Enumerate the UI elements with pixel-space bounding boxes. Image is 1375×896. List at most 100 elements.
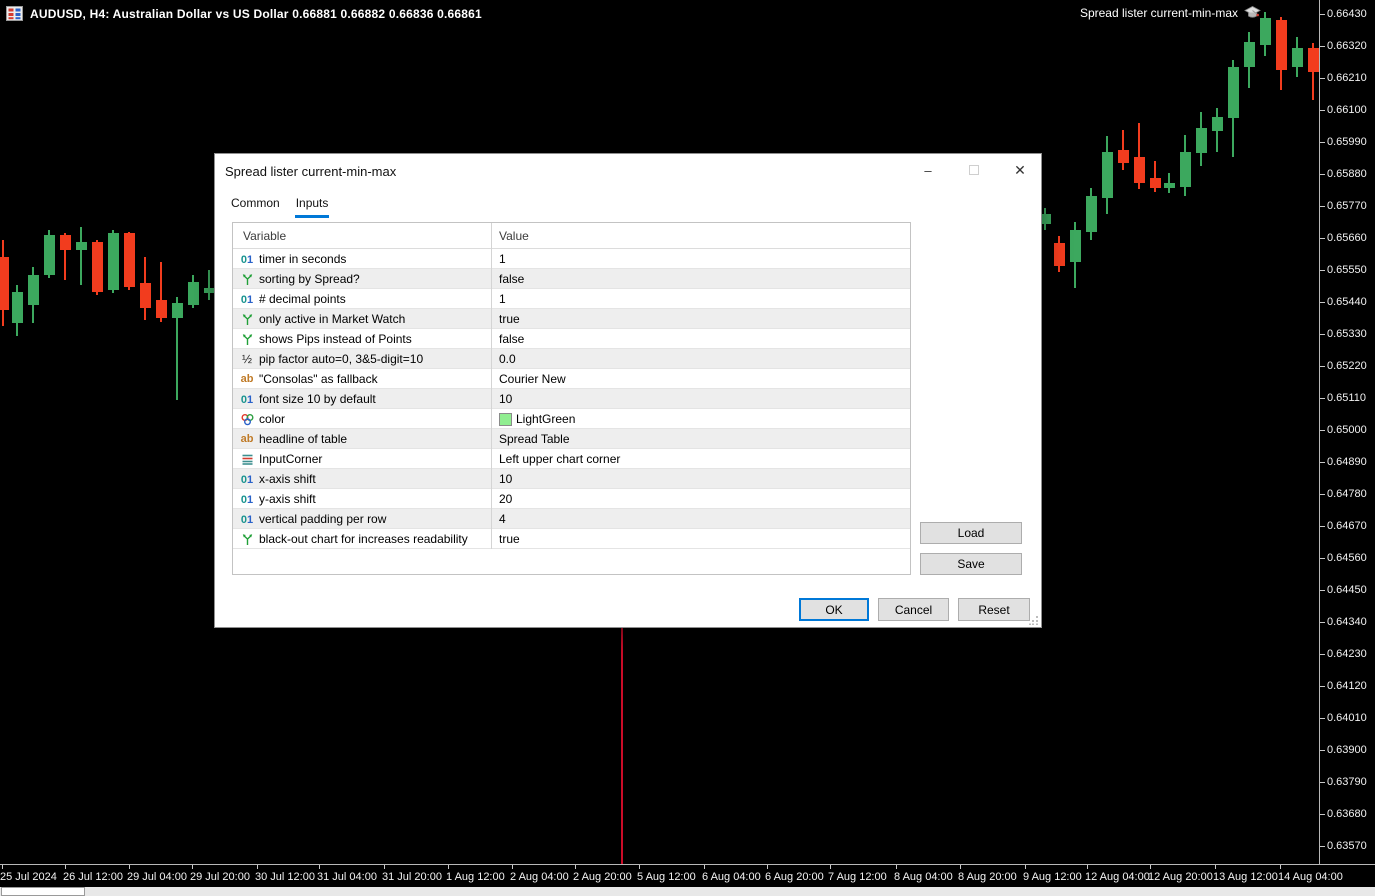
type-icon-cell: ab — [238, 431, 256, 447]
price-axis-label: 0.64230 — [1327, 648, 1367, 660]
time-axis-label: 12 Aug 04:00 — [1085, 871, 1150, 883]
time-axis-label: 6 Aug 04:00 — [702, 871, 761, 883]
time-axis-label: 29 Jul 04:00 — [127, 871, 187, 883]
table-row[interactable]: 01 x-axis shift 10 — [233, 469, 910, 489]
save-button[interactable]: Save — [920, 553, 1022, 575]
table-row[interactable]: 01 # decimal points 1 — [233, 289, 910, 309]
time-tick — [65, 865, 66, 869]
variable-value[interactable]: 10 — [499, 392, 512, 406]
variable-value[interactable]: Left upper chart corner — [499, 452, 620, 466]
variable-value[interactable]: 4 — [499, 512, 506, 526]
price-axis-label: 0.63570 — [1327, 840, 1367, 852]
close-button[interactable]: ✕ — [1005, 159, 1035, 181]
table-row[interactable]: 01 vertical padding per row 4 — [233, 509, 910, 529]
table-row[interactable]: black-out chart for increases readabilit… — [233, 529, 910, 549]
variable-value[interactable]: LightGreen — [499, 412, 575, 426]
resize-grip[interactable] — [1029, 615, 1039, 625]
price-tick — [1320, 654, 1325, 655]
table-row[interactable]: shows Pips instead of Points false — [233, 329, 910, 349]
candle-body — [1070, 230, 1081, 262]
table-row[interactable]: ½ pip factor auto=0, 3&5-digit=10 0.0 — [233, 349, 910, 369]
inputs-dialog: Spread lister current-min-max – ✕ Common… — [215, 154, 1041, 627]
candle-body — [1308, 48, 1319, 72]
variable-value[interactable]: true — [499, 312, 520, 326]
price-tick — [1320, 686, 1325, 687]
color-type-icon — [241, 413, 253, 425]
variable-value[interactable]: false — [499, 332, 524, 346]
value-text: 20 — [499, 492, 513, 506]
variable-value[interactable]: 1 — [499, 252, 506, 266]
value-text: Courier New — [499, 372, 566, 386]
dialog-titlebar[interactable]: Spread lister current-min-max – ✕ — [215, 154, 1041, 192]
value-text: 0.0 — [499, 352, 516, 366]
price-tick — [1320, 814, 1325, 815]
price-axis-label: 0.63790 — [1327, 776, 1367, 788]
variable-name: # decimal points — [259, 292, 346, 306]
table-row[interactable]: 01 timer in seconds 1 — [233, 249, 910, 269]
ok-button[interactable]: OK — [799, 598, 869, 621]
variable-value[interactable]: 1 — [499, 292, 506, 306]
price-tick — [1320, 110, 1325, 111]
chart-symbol-icon — [6, 6, 23, 21]
value-text: false — [499, 272, 525, 286]
table-row[interactable]: sorting by Spread? false — [233, 269, 910, 289]
value-text: LightGreen — [516, 412, 576, 426]
table-row[interactable]: InputCorner Left upper chart corner — [233, 449, 910, 469]
type-icon-cell: ½ — [238, 351, 256, 367]
table-row[interactable]: 01 font size 10 by default 10 — [233, 389, 910, 409]
time-tick — [1150, 865, 1151, 869]
variable-value[interactable]: Spread Table — [499, 432, 570, 446]
variable-name: vertical padding per row — [259, 512, 387, 526]
table-row[interactable]: ab "Consolas" as fallback Courier New — [233, 369, 910, 389]
cancel-button[interactable]: Cancel — [878, 598, 949, 621]
type-icon-cell — [238, 531, 256, 547]
candle-body — [1040, 214, 1051, 224]
candle-body — [1228, 67, 1239, 118]
variable-value[interactable]: true — [499, 532, 520, 546]
price-tick — [1320, 206, 1325, 207]
price-tick — [1320, 622, 1325, 623]
table-row[interactable]: ab headline of table Spread Table — [233, 429, 910, 449]
variable-value[interactable]: 20 — [499, 492, 512, 506]
time-tick — [1025, 865, 1026, 869]
integer-type-icon: 01 — [240, 394, 254, 406]
variable-value[interactable]: Courier New — [499, 372, 566, 386]
time-tick — [767, 865, 768, 869]
time-axis-label: 25 Jul 2024 — [0, 871, 57, 883]
price-tick — [1320, 398, 1325, 399]
table-row[interactable]: 01 y-axis shift 20 — [233, 489, 910, 509]
variable-name: color — [259, 412, 286, 426]
maximize-button[interactable] — [959, 159, 989, 181]
tab-inputs[interactable]: Inputs — [294, 194, 330, 218]
variable-value[interactable]: false — [499, 272, 524, 286]
variable-value[interactable]: 10 — [499, 472, 512, 486]
table-row[interactable]: only active in Market Watch true — [233, 309, 910, 329]
horizontal-scrollbar-track[interactable] — [0, 887, 1375, 896]
time-axis-label: 30 Jul 12:00 — [255, 871, 315, 883]
candle-wick — [160, 262, 162, 322]
price-axis-label: 0.65770 — [1327, 200, 1367, 212]
candle-body — [76, 242, 87, 250]
candle-body — [1260, 18, 1271, 45]
price-tick — [1320, 238, 1325, 239]
tab-common[interactable]: Common — [231, 196, 280, 210]
candle-wick — [1138, 123, 1140, 189]
table-row[interactable]: color LightGreen — [233, 409, 910, 429]
price-axis[interactable]: 0.66430 0.66320 0.66210 0.66100 0.65990 0.658… — [1319, 0, 1375, 864]
horizontal-scrollbar-thumb[interactable] — [1, 887, 85, 896]
value-text: 10 — [499, 472, 513, 486]
integer-type-icon: 01 — [240, 494, 254, 506]
variable-name: y-axis shift — [259, 492, 316, 506]
minimize-button[interactable]: – — [913, 159, 943, 181]
reset-button[interactable]: Reset — [958, 598, 1030, 621]
table-header: Variable Value — [233, 223, 910, 249]
time-axis-label: 2 Aug 04:00 — [510, 871, 569, 883]
candle-body — [172, 303, 183, 318]
variable-value[interactable]: 0.0 — [499, 352, 516, 366]
time-tick — [1087, 865, 1088, 869]
column-divider[interactable] — [491, 223, 492, 549]
price-axis-label: 0.63680 — [1327, 808, 1367, 820]
load-button[interactable]: Load — [920, 522, 1022, 544]
value-text: true — [499, 312, 520, 326]
time-axis[interactable]: 25 Jul 2024 26 Jul 12:00 29 Jul 04:00 29 Ju… — [0, 864, 1375, 886]
